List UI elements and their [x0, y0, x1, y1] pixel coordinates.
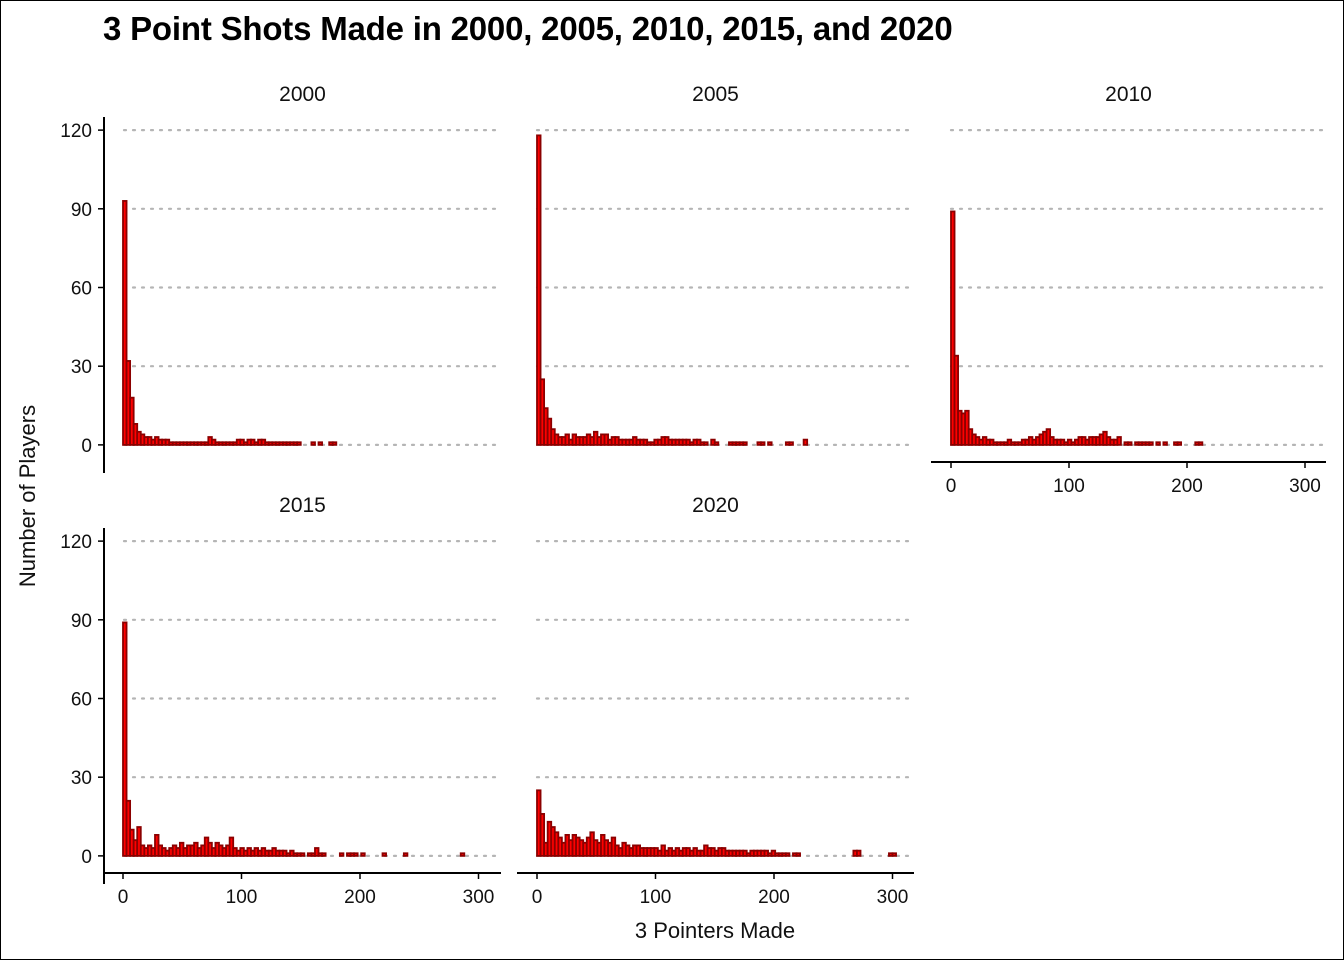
y-tick-label: 60	[71, 279, 92, 300]
bar	[1197, 441, 1204, 446]
bar	[802, 438, 809, 446]
panel-title: 2000	[279, 83, 326, 106]
bar	[125, 799, 132, 857]
chart-title: 3 Point Shots Made in 2000, 2005, 2010, …	[103, 10, 953, 47]
bar	[122, 200, 128, 446]
panel-2015: 2015 0 30 60 90 120 0 100 200 300	[60, 494, 503, 908]
bar	[381, 852, 387, 857]
y-tick-label: 30	[71, 768, 92, 789]
y-tick-label: 0	[81, 847, 92, 868]
bar	[317, 441, 323, 446]
bar	[891, 852, 897, 857]
y-tick-label: 90	[71, 200, 92, 221]
x-tick-label: 0	[946, 476, 957, 497]
x-tick-label: 100	[1053, 476, 1085, 497]
panel-title: 2020	[692, 494, 739, 517]
x-tick-label: 200	[758, 887, 790, 908]
panel-title: 2015	[279, 494, 326, 517]
bar	[296, 441, 302, 446]
bar	[353, 852, 359, 857]
bar	[767, 441, 773, 446]
bar	[784, 852, 791, 857]
panel-title: 2010	[1105, 83, 1152, 106]
bar	[964, 409, 970, 446]
panel-2020: 2020 0 100 200 300	[517, 494, 916, 908]
panel-2000: 2000 0 30 60 90 120	[60, 83, 503, 473]
x-tick-label: 100	[226, 887, 258, 908]
bar	[760, 441, 766, 446]
bar	[321, 852, 327, 857]
x-tick-label: 300	[877, 887, 909, 908]
bar	[1155, 441, 1161, 446]
bar	[1176, 441, 1183, 446]
bar	[713, 441, 720, 446]
bar	[459, 852, 466, 857]
bar	[950, 210, 956, 446]
y-tick-label: 60	[71, 690, 92, 711]
bar	[129, 396, 135, 446]
x-tick-label: 300	[463, 887, 495, 908]
bar	[788, 441, 794, 446]
x-tick-label: 200	[344, 887, 376, 908]
y-tick-label: 120	[60, 532, 92, 553]
bar	[228, 836, 235, 857]
bar	[122, 621, 128, 857]
x-tick-label: 0	[118, 887, 129, 908]
x-tick-label: 0	[532, 887, 543, 908]
bar	[953, 354, 959, 446]
bar	[1148, 441, 1154, 446]
panel-2010: 2010 0 100 200 300	[931, 83, 1328, 497]
bar	[338, 852, 345, 857]
bar	[402, 852, 409, 857]
bar	[856, 849, 862, 857]
bar	[539, 813, 546, 857]
bar	[703, 441, 709, 446]
x-tick-label: 200	[1171, 476, 1203, 497]
bar	[299, 852, 306, 857]
bar	[536, 134, 542, 446]
bar	[136, 826, 142, 857]
x-axis-label: 3 Pointers Made	[634, 918, 796, 943]
y-tick-label: 90	[71, 611, 92, 632]
y-tick-label: 30	[71, 357, 92, 378]
x-tick-label: 300	[1289, 476, 1321, 497]
bar	[1116, 436, 1122, 446]
bar	[331, 441, 338, 446]
x-tick-label: 100	[640, 887, 672, 908]
bar	[314, 847, 320, 857]
bar	[360, 852, 366, 857]
y-tick-label: 120	[60, 121, 92, 142]
bar	[310, 441, 316, 446]
y-tick-label: 0	[81, 436, 92, 457]
bar	[742, 441, 748, 446]
panel-2005: 2005	[535, 83, 916, 446]
bar	[1162, 441, 1168, 446]
panel-title: 2005	[692, 83, 739, 106]
bar	[795, 852, 801, 857]
bar	[1127, 441, 1133, 446]
